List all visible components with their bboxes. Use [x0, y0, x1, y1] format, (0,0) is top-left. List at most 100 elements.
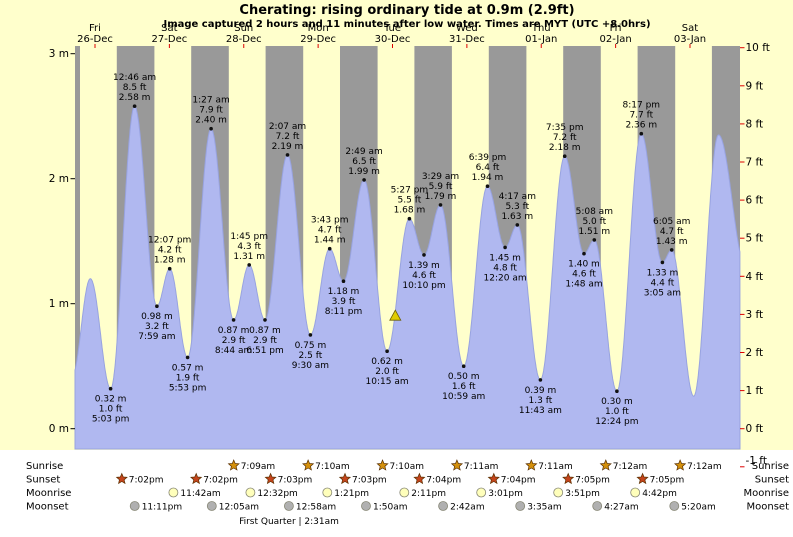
moonrise-circle-icon: [476, 487, 487, 498]
tide-extreme-point: [592, 238, 597, 242]
tide-extreme-label: 12:24 pm: [595, 417, 638, 427]
axis-labels: 3 m 2 m 1 m 0 m 10 ft 9 ft 8 ft 7 ft 6 ft 5 ft 4 f…: [49, 42, 770, 468]
footer-background: [0, 450, 793, 537]
right-axis-label: 6 ft: [746, 195, 764, 207]
day-name-label: Sat: [161, 23, 177, 34]
tide-extreme-label: 5:27 pm: [391, 186, 429, 196]
sunrise-star-icon: [450, 459, 464, 471]
tide-extreme-label: 6:51 pm: [246, 346, 284, 356]
sunrise-time: 7:11am: [464, 462, 499, 472]
moonrise-time: 11:42am: [180, 489, 220, 499]
tide-extreme-label: 2.5 ft: [299, 351, 323, 361]
tide-extreme-label: 3:43 pm: [311, 216, 349, 226]
day-date-label: 26-Dec: [77, 34, 113, 45]
tide-extreme-point: [615, 389, 619, 394]
moonset-time: 2:42am: [450, 503, 485, 513]
moonrise-circle-icon: [553, 487, 564, 498]
tide-extreme-label: 1.44 m: [314, 236, 346, 246]
tide-extreme-label: 2.58 m: [119, 93, 151, 103]
tide-extreme-point: [185, 355, 190, 360]
tide-extreme-label: 2.9 ft: [253, 336, 277, 346]
tide-extreme-label: 12:07 pm: [148, 236, 191, 246]
tide-extreme-label: 11:43 am: [519, 406, 562, 416]
tide-extreme-label: 4.2 ft: [158, 246, 182, 256]
tide-extreme-label: 10:59 am: [442, 392, 485, 402]
moonset-circle-icon: [438, 501, 449, 511]
tide-extreme-label: 1.63 m: [501, 212, 533, 222]
moonset-circle-icon: [592, 501, 603, 511]
tide-extreme-label: 5.9 ft: [429, 182, 453, 192]
tide-extreme-label: 4.4 ft: [651, 278, 675, 288]
tide-extreme-label: 7:59 am: [138, 332, 175, 342]
tide-extreme-label: 7.7 ft: [629, 111, 653, 121]
tide-extreme-label: 7:35 pm: [546, 123, 584, 133]
tide-extreme-label: 1.51 m: [578, 227, 610, 237]
tide-extreme-point: [438, 203, 443, 207]
tide-extreme-point: [407, 216, 412, 221]
tide-extreme-label: 8.5 ft: [123, 83, 147, 93]
tide-extreme-point: [362, 178, 366, 182]
tide-extreme-label: 7.2 ft: [276, 132, 300, 142]
day-name-label: Wed: [456, 23, 478, 34]
tide-extreme-label: 8:11 pm: [325, 307, 363, 317]
moonset-time: 4:27am: [604, 503, 639, 513]
sunrise-star-icon: [674, 459, 687, 471]
moonrise-circle-icon: [399, 487, 410, 498]
tide-extreme-point: [562, 154, 567, 158]
tide-extreme-label: 5.3 ft: [505, 202, 529, 212]
tide-extreme-label: 2.9 ft: [222, 336, 246, 346]
tide-extreme-label: 7.9 ft: [199, 106, 223, 116]
day-name-label: Fri: [610, 23, 622, 34]
day-name-label: Sat: [682, 23, 698, 34]
tide-extreme-label: 0.50 m: [448, 372, 480, 382]
tide-extreme-label: 4.8 ft: [493, 263, 517, 273]
sunrise-time: 7:12am: [687, 462, 722, 472]
sunrise-star-icon: [525, 459, 538, 471]
tide-extreme-label: 1:45 pm: [230, 232, 268, 242]
tide-extreme-point: [285, 153, 290, 157]
tide-extreme-label: 12:20 am: [484, 273, 527, 283]
tide-extreme-label: 6:39 pm: [469, 153, 507, 163]
tide-extreme-label: 1:48 am: [565, 280, 602, 290]
tide-extreme-label: 0.32 m: [95, 395, 127, 405]
tide-extreme-label: 3.2 ft: [145, 322, 169, 332]
sunrise-time: 7:10am: [315, 462, 350, 472]
tide-extreme-label: 0.57 m: [172, 363, 204, 373]
tide-extreme-label: 5.5 ft: [398, 196, 422, 206]
astro-events: 7:09am 7:10am 7:10am 7:11am 7:11am 7:12am 7:12…: [115, 459, 722, 513]
tide-extreme-point: [167, 266, 172, 271]
tide-extreme-label: 5:03 pm: [92, 415, 130, 425]
tide-extreme-label: 6.5 ft: [352, 157, 376, 167]
tide-extreme-point: [422, 253, 426, 257]
sunrise-row-label-left: Sunrise: [26, 461, 63, 472]
tide-extreme-label: 1.0 ft: [605, 407, 629, 417]
tide-extreme-label: 1.0 ft: [99, 405, 123, 415]
tide-extreme-point: [503, 245, 507, 250]
sunset-time: 7:04pm: [426, 476, 461, 486]
day-date-label: 30-Dec: [375, 34, 411, 45]
tide-extreme-label: 1.9 ft: [176, 373, 200, 383]
tide-extreme-label: 4.7 ft: [318, 226, 342, 236]
tide-extreme-label: 2:49 am: [345, 147, 382, 157]
day-name-label: Sun: [234, 23, 253, 34]
tide-extreme-point: [155, 304, 159, 309]
tide-extreme-label: 2.40 m: [195, 116, 227, 126]
tide-extreme-point: [515, 223, 520, 227]
sunset-time: 7:03pm: [278, 476, 313, 486]
tide-extreme-label: 1.3 ft: [529, 396, 553, 406]
sunset-time: 7:05pm: [575, 476, 610, 486]
tide-extreme-label: 2.18 m: [549, 143, 581, 153]
tide-extreme-label: 9:30 am: [292, 361, 329, 371]
tide-extreme-label: 1.33 m: [647, 268, 679, 278]
tide-extreme-label: 1.68 m: [394, 206, 426, 216]
tide-extreme-point: [263, 318, 267, 322]
tide-extreme-label: 0.30 m: [601, 397, 633, 407]
right-axis-label: 7 ft: [746, 157, 764, 169]
tide-extreme-label: 2.19 m: [272, 142, 304, 152]
tide-extreme-point: [132, 104, 137, 108]
tide-extreme-label: 12:46 am: [113, 73, 156, 83]
left-axis-label: 2 m: [49, 173, 69, 185]
tide-extreme-label: 5:08 am: [576, 207, 613, 217]
tide-extreme-label: 1.31 m: [233, 252, 265, 262]
